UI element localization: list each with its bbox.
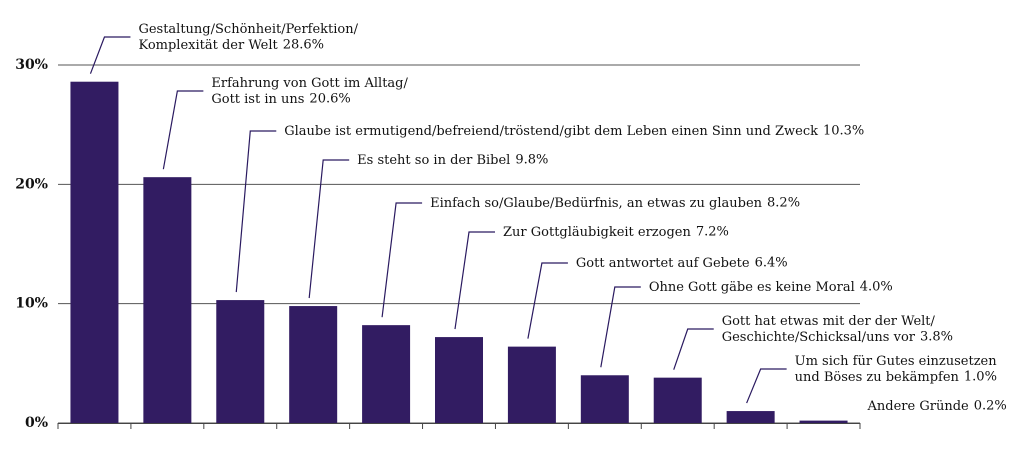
value-label: 4.0%	[860, 280, 893, 295]
category-label: Um sich für Gutes einzusetzen und Böses z…	[795, 354, 998, 385]
value-label: 6.4%	[755, 256, 788, 271]
category-label: Zur Gottgläubigkeit erzogen	[503, 225, 691, 240]
y-tick-label: 10%	[15, 296, 48, 312]
category-label: Glaube ist ermutigend/befreiend/tröstend…	[284, 124, 818, 139]
value-label: 9.8%	[515, 153, 548, 168]
leader-line	[454, 231, 495, 330]
bar	[507, 346, 556, 423]
category-label: Einfach so/Glaube/Bedürfnis, an etwas zu…	[430, 196, 763, 211]
bar	[799, 420, 848, 423]
category-label: Gott antwortet auf Gebete	[576, 256, 750, 271]
leader-line	[162, 90, 204, 170]
bar	[70, 81, 119, 423]
y-tick-label: 0%	[25, 415, 48, 431]
y-tick-label: 20%	[15, 176, 48, 192]
bar	[580, 375, 629, 423]
category-label: Ohne Gott gäbe es keine Moral	[649, 280, 855, 295]
value-label: 20.6%	[309, 92, 350, 107]
bar	[435, 337, 483, 423]
leader-line	[527, 262, 568, 339]
value-label: 28.6%	[283, 38, 324, 53]
leader-line	[89, 36, 131, 74]
y-tick-label: 30%	[15, 57, 48, 73]
leader-line	[673, 328, 714, 370]
value-label: 8.2%	[767, 196, 800, 211]
value-label: 10.3%	[823, 124, 864, 139]
value-label: 7.2%	[696, 225, 729, 240]
category-label: Gestaltung/Schönheit/Perfektion/Komplexi…	[138, 22, 358, 53]
value-label: 1.0%	[964, 370, 997, 385]
bar	[653, 377, 702, 423]
bar	[289, 306, 338, 423]
leader-line	[308, 159, 350, 299]
bar	[362, 325, 411, 423]
category-label: Gott hat etwas mit der der Welt/Geschich…	[722, 314, 936, 345]
leader-line	[235, 130, 277, 293]
value-label: 0.2%	[974, 399, 1007, 414]
value-label: 3.8%	[920, 330, 953, 345]
category-label: Andere Gründe	[867, 399, 969, 414]
bar	[143, 177, 192, 423]
category-label: Erfahrung von Gott im Alltag/Gott ist in…	[211, 76, 408, 107]
bar	[216, 300, 265, 423]
leader-line	[746, 368, 787, 404]
bar	[726, 411, 775, 423]
leader-line	[600, 286, 641, 368]
category-label: Es steht so in der Bibel	[357, 153, 510, 168]
leader-line	[381, 202, 423, 318]
